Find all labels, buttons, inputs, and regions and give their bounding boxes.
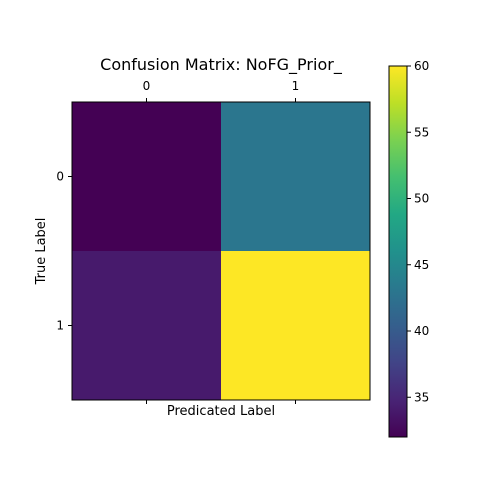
heatmap-cell-1-1 — [221, 251, 370, 400]
y-tick-label: 1 — [56, 319, 64, 333]
heatmap-cell-1-0 — [72, 251, 221, 400]
colorbar-ticks: 35 40 45 50 55 60 — [407, 59, 429, 404]
colorbar-tick-label: 40 — [414, 324, 429, 338]
colorbar — [388, 65, 408, 438]
heatmap-cells — [72, 102, 370, 400]
colorbar-tick-label: 50 — [414, 192, 429, 206]
plot-frame — [71, 101, 371, 401]
colorbar-tick-label: 35 — [414, 390, 429, 404]
x-axis-label: Predicated Label — [167, 404, 275, 419]
colorbar-tick-label: 55 — [414, 125, 429, 139]
heatmap-cell-0-0 — [72, 102, 221, 251]
colorbar-tick-label: 60 — [414, 59, 429, 73]
x-tick-label: 1 — [292, 79, 300, 93]
y-axis-label: True Label — [34, 218, 49, 286]
x-tick-marks-bottom — [146, 400, 296, 404]
x-tick-label: 0 — [143, 79, 151, 93]
colorbar-tick-label: 45 — [414, 258, 429, 272]
y-tick-labels: 01 — [56, 170, 72, 333]
y-tick-label: 0 — [56, 170, 64, 184]
heatmap-cell-0-1 — [221, 102, 370, 251]
chart-title: Confusion Matrix: NoFG_Prior_ — [100, 55, 343, 75]
